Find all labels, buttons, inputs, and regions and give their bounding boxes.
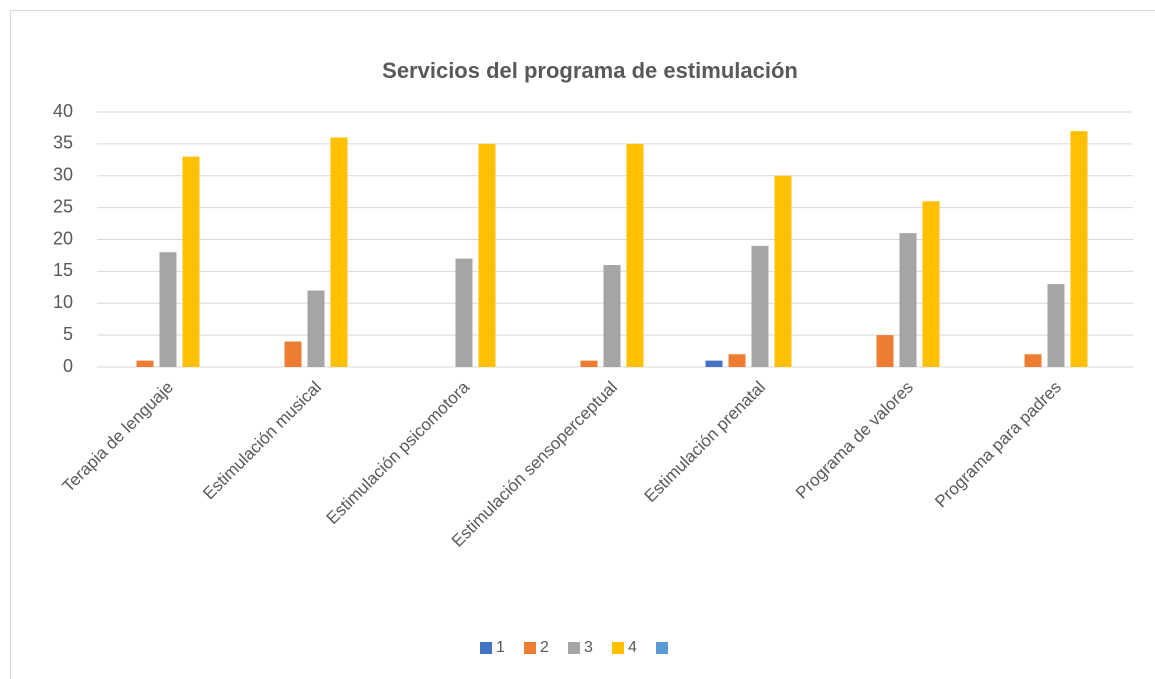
bar <box>876 335 894 367</box>
y-tick-label: 0 <box>63 356 73 376</box>
bar <box>774 175 792 367</box>
bar <box>307 290 325 367</box>
y-tick-label: 30 <box>53 165 73 185</box>
bar <box>159 252 177 367</box>
bar <box>478 143 496 367</box>
y-tick-label: 35 <box>53 133 73 153</box>
y-tick-label: 40 <box>53 101 73 121</box>
bar <box>1047 284 1065 367</box>
bar <box>626 143 644 367</box>
y-tick-label: 10 <box>53 292 73 312</box>
legend-swatch <box>568 642 580 654</box>
y-tick-label: 20 <box>53 228 73 248</box>
bar <box>751 245 769 367</box>
y-tick-label: 5 <box>63 324 73 344</box>
chart-border <box>10 10 1155 679</box>
bar <box>603 265 621 367</box>
bar <box>455 258 473 367</box>
bar <box>899 233 917 367</box>
legend-label: 2 <box>540 639 549 656</box>
bar <box>1024 354 1042 367</box>
bar <box>728 354 746 367</box>
bar <box>136 360 154 367</box>
y-tick-label: 25 <box>53 196 73 216</box>
y-tick-label: 15 <box>53 260 73 280</box>
legend-label: 1 <box>496 639 505 656</box>
legend-swatch <box>524 642 536 654</box>
legend-swatch <box>612 642 624 654</box>
bar <box>284 341 302 367</box>
legend-label: 4 <box>628 639 637 656</box>
legend-label: 3 <box>584 639 593 656</box>
bar <box>580 360 598 367</box>
bar <box>182 156 200 367</box>
legend-swatch <box>480 642 492 654</box>
legend-swatch <box>656 642 668 654</box>
bar <box>922 201 940 367</box>
bar <box>705 360 723 367</box>
bar <box>1070 131 1088 367</box>
bar <box>330 137 348 367</box>
chart-title: Servicios del programa de estimulación <box>382 58 798 83</box>
